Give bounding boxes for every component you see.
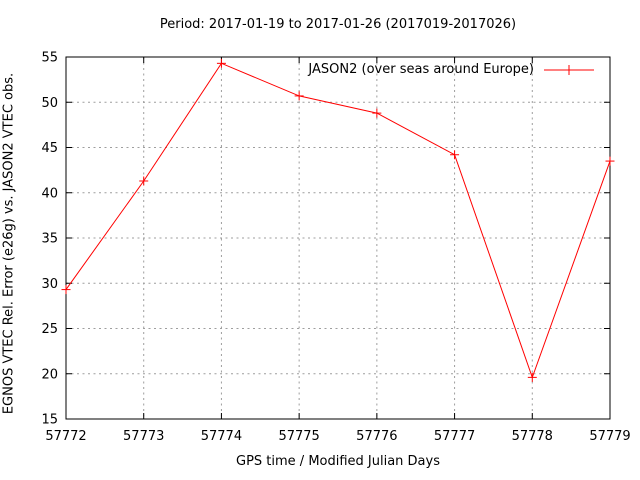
- x-axis-label: GPS time / Modified Julian Days: [236, 454, 440, 469]
- series-line: [65, 62, 611, 379]
- legend-line-sample-icon: [544, 64, 594, 75]
- y-tick-label: 15: [41, 413, 58, 428]
- chart-title: Period: 2017-01-19 to 2017-01-26 (201701…: [159, 17, 517, 32]
- x-tick-label: 57775: [278, 429, 319, 444]
- y-tick-label: 40: [41, 186, 58, 201]
- y-axis-label: EGNOS VTEC Rel. Error (e26g) vs. JASON2 …: [1, 72, 17, 415]
- legend: JASON2 (over seas around Europe): [308, 62, 595, 77]
- x-tick-label: 57777: [434, 429, 475, 444]
- x-tick-label: 57776: [356, 429, 397, 444]
- y-tick-label: 25: [41, 322, 58, 337]
- y-tick-label: 20: [41, 367, 58, 382]
- x-tick-label: 57779: [589, 429, 630, 444]
- x-tick-label: 57774: [201, 429, 242, 444]
- y-tick-label: 30: [41, 277, 58, 292]
- x-tick-label: 57773: [123, 429, 164, 444]
- legend-label: JASON2 (over seas around Europe): [308, 62, 534, 77]
- x-tick-label: 57778: [512, 429, 553, 444]
- y-tick-label: 50: [41, 96, 58, 111]
- y-tick-label: 45: [41, 141, 58, 156]
- x-tick-label: 57772: [45, 429, 86, 444]
- y-tick-label: 35: [41, 232, 58, 247]
- y-tick-label: 55: [41, 51, 58, 66]
